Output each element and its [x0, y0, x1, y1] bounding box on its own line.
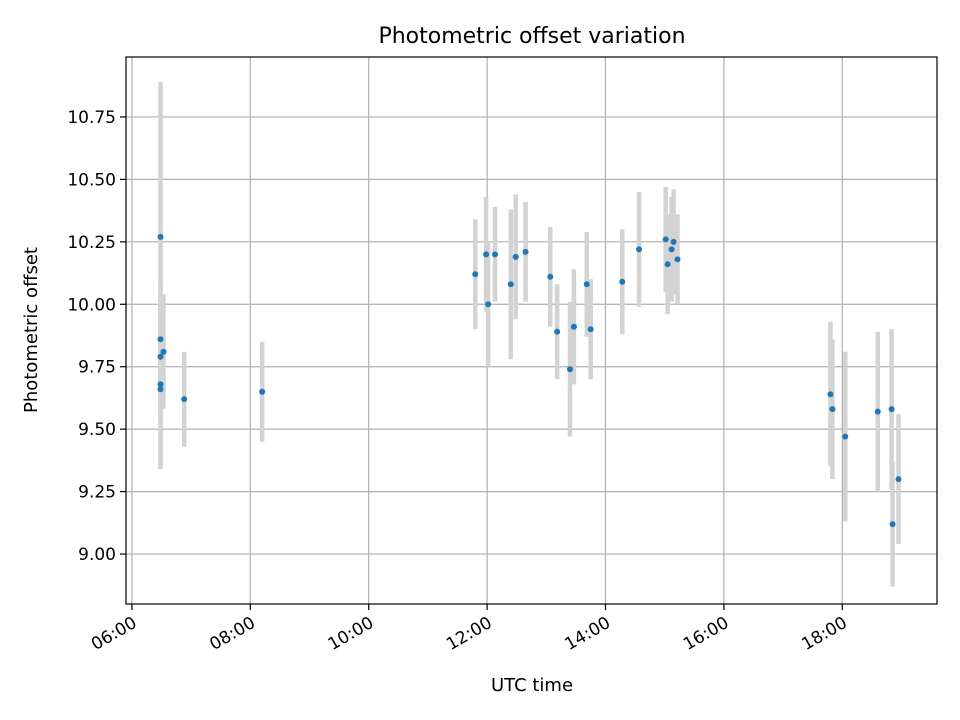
plot-frame	[125, 56, 938, 605]
plot-background	[126, 57, 937, 604]
data-points	[157, 233, 902, 528]
data-point	[181, 396, 188, 403]
data-point	[662, 236, 669, 243]
data-point	[636, 246, 643, 253]
data-point	[583, 281, 590, 288]
data-point	[507, 281, 514, 288]
y-tick-label: 9.50	[78, 420, 116, 440]
data-point	[157, 233, 164, 240]
data-point	[472, 271, 479, 278]
data-point	[889, 521, 896, 528]
y-tick-label: 9.25	[78, 483, 116, 503]
data-point	[619, 278, 626, 285]
data-point	[157, 381, 164, 388]
data-point	[522, 248, 529, 255]
chart-title: Photometric offset variation	[378, 24, 685, 49]
data-point	[157, 336, 164, 343]
y-axis-label: Photometric offset	[21, 247, 42, 413]
y-tick-label: 10.25	[67, 233, 116, 253]
x-axis: 06:00 08:00 10:00 12:00 14:00 16:00 18:00	[88, 604, 851, 655]
x-tick-label: 12:00	[443, 613, 495, 655]
data-point	[670, 238, 677, 245]
data-point	[491, 251, 498, 258]
y-tick-label: 9.00	[78, 545, 116, 565]
data-point	[259, 388, 266, 395]
data-point	[570, 323, 577, 330]
data-point	[829, 406, 836, 413]
data-point	[157, 386, 164, 393]
data-point	[668, 246, 675, 253]
x-tick-label: 16:00	[680, 613, 732, 655]
data-point	[674, 256, 681, 263]
x-tick-label: 18:00	[798, 613, 850, 655]
data-point	[554, 328, 561, 335]
y-tick-label: 10.50	[67, 170, 116, 190]
x-tick-label: 06:00	[88, 613, 140, 655]
x-axis-label: UTC time	[491, 675, 573, 696]
x-tick-label: 08:00	[206, 613, 258, 655]
x-tick-label: 10:00	[325, 613, 377, 655]
data-point	[664, 261, 671, 268]
data-point	[842, 433, 849, 440]
x-tick-label: 14:00	[562, 613, 614, 655]
data-point	[547, 273, 554, 280]
data-point	[566, 366, 573, 373]
data-point	[483, 251, 490, 258]
data-point	[888, 406, 895, 413]
data-point	[157, 353, 164, 360]
data-point	[874, 408, 881, 415]
data-point	[160, 348, 167, 355]
data-point	[485, 301, 492, 308]
data-point	[827, 391, 834, 398]
y-tick-label: 10.75	[67, 108, 116, 128]
y-tick-label: 10.00	[67, 295, 116, 315]
data-point	[512, 253, 519, 260]
y-axis: 9.00 9.25 9.50 9.75 10.00 10.25 10.50 10.75	[67, 108, 126, 565]
data-point	[587, 326, 594, 333]
y-tick-label: 9.75	[78, 358, 116, 378]
data-point	[895, 476, 902, 483]
